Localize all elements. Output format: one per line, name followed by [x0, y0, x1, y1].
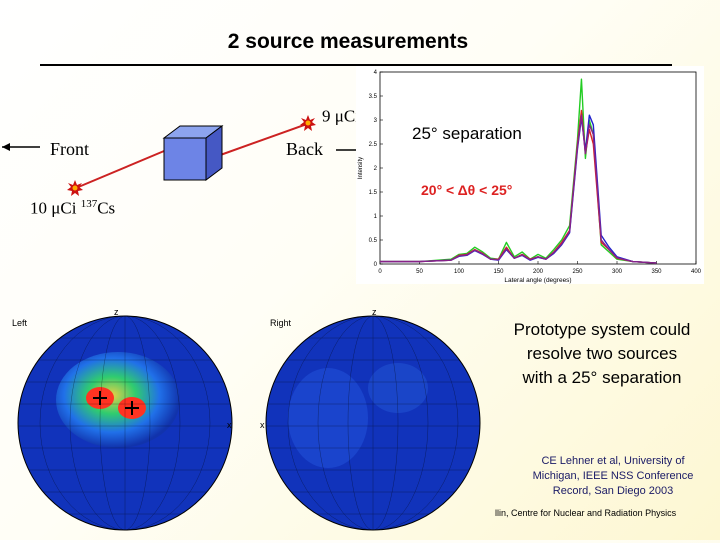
source-bottom-element: Cs [97, 198, 116, 218]
source-top-activity: 9 μCi [322, 106, 360, 126]
x-tick-label: 150 [493, 269, 504, 275]
skymap-right-z-label: z [372, 307, 377, 317]
y-tick-label: 0 [374, 262, 378, 268]
footer-text: llin, Centre for Nuclear and Radiation P… [495, 508, 677, 518]
x-tick-label: 400 [691, 269, 702, 275]
separation-label: 25° separation [412, 124, 522, 143]
ray-top-source [211, 123, 308, 159]
source-bottom-isotope: 137 [80, 198, 98, 210]
x-tick-label: 350 [651, 269, 662, 275]
skymap-right: Right z x [248, 298, 488, 538]
plot-frame [379, 71, 697, 265]
source-top-icon [300, 115, 316, 131]
skymap-left-x-label: x [227, 420, 232, 430]
skymap-right-x-label: x [260, 420, 265, 430]
x-tick-label: 250 [572, 269, 583, 275]
source-bottom-label: 10 μCi 137Cs [30, 198, 115, 219]
front-arrow [2, 143, 40, 151]
y-tick-label: 3.5 [369, 94, 378, 100]
x-axis-label: Lateral angle (degrees) [504, 277, 571, 284]
x-tick-label: 200 [533, 269, 544, 275]
x-tick-label: 300 [612, 269, 623, 275]
front-label: Front [50, 139, 90, 159]
y-tick-label: 1.5 [369, 190, 378, 196]
setup-diagram [2, 115, 372, 196]
x-tick-label: 0 [378, 269, 382, 275]
y-axis-label: Intensity [358, 157, 364, 179]
title-divider [40, 64, 672, 66]
y-tick-label: 0.5 [369, 238, 378, 244]
source-bottom-icon [67, 180, 83, 196]
page-title: 2 source measurements [227, 30, 469, 53]
marker-cross-2 [125, 401, 139, 415]
detector-cube [162, 125, 224, 181]
x-tick-label: 100 [454, 269, 465, 275]
x-tick-label: 50 [416, 269, 423, 275]
y-tick-label: 4 [374, 70, 378, 76]
skymap-left-label: Left [12, 318, 28, 328]
y-tick-label: 2.5 [369, 142, 378, 148]
y-tick-label: 3 [374, 118, 378, 124]
intensity-plot-panel: 0 50 100 150 200 250 300 350 400 0 0.5 1 1.5 2 2.5 3 3.5… [356, 66, 704, 284]
range-label: 20° < Δθ < 25° [421, 182, 513, 198]
intensity-plot: 0 50 100 150 200 250 300 350 400 0 0.5 1 1.5 2 2.5 3 3.5… [358, 70, 702, 284]
y-tick-label: 1 [374, 214, 378, 220]
source-bottom-activity: 10 μCi [30, 198, 77, 218]
ray-bottom-source [75, 145, 177, 189]
citation: CE Lehner et al, University of Michigan,… [532, 455, 694, 497]
series-line-purple [380, 114, 657, 264]
back-label: Back [286, 139, 323, 159]
skymap-right-label: Right [270, 318, 292, 328]
skymap-right-graphic [265, 315, 481, 531]
y-tick-label: 2 [374, 166, 378, 172]
skymap-left: Left z x [0, 298, 240, 538]
summary-text: Prototype system could resolve two sourc… [513, 320, 691, 387]
marker-cross-1 [93, 391, 107, 405]
skymap-left-z-label: z [114, 307, 119, 317]
skymap-left-graphic [17, 315, 233, 531]
